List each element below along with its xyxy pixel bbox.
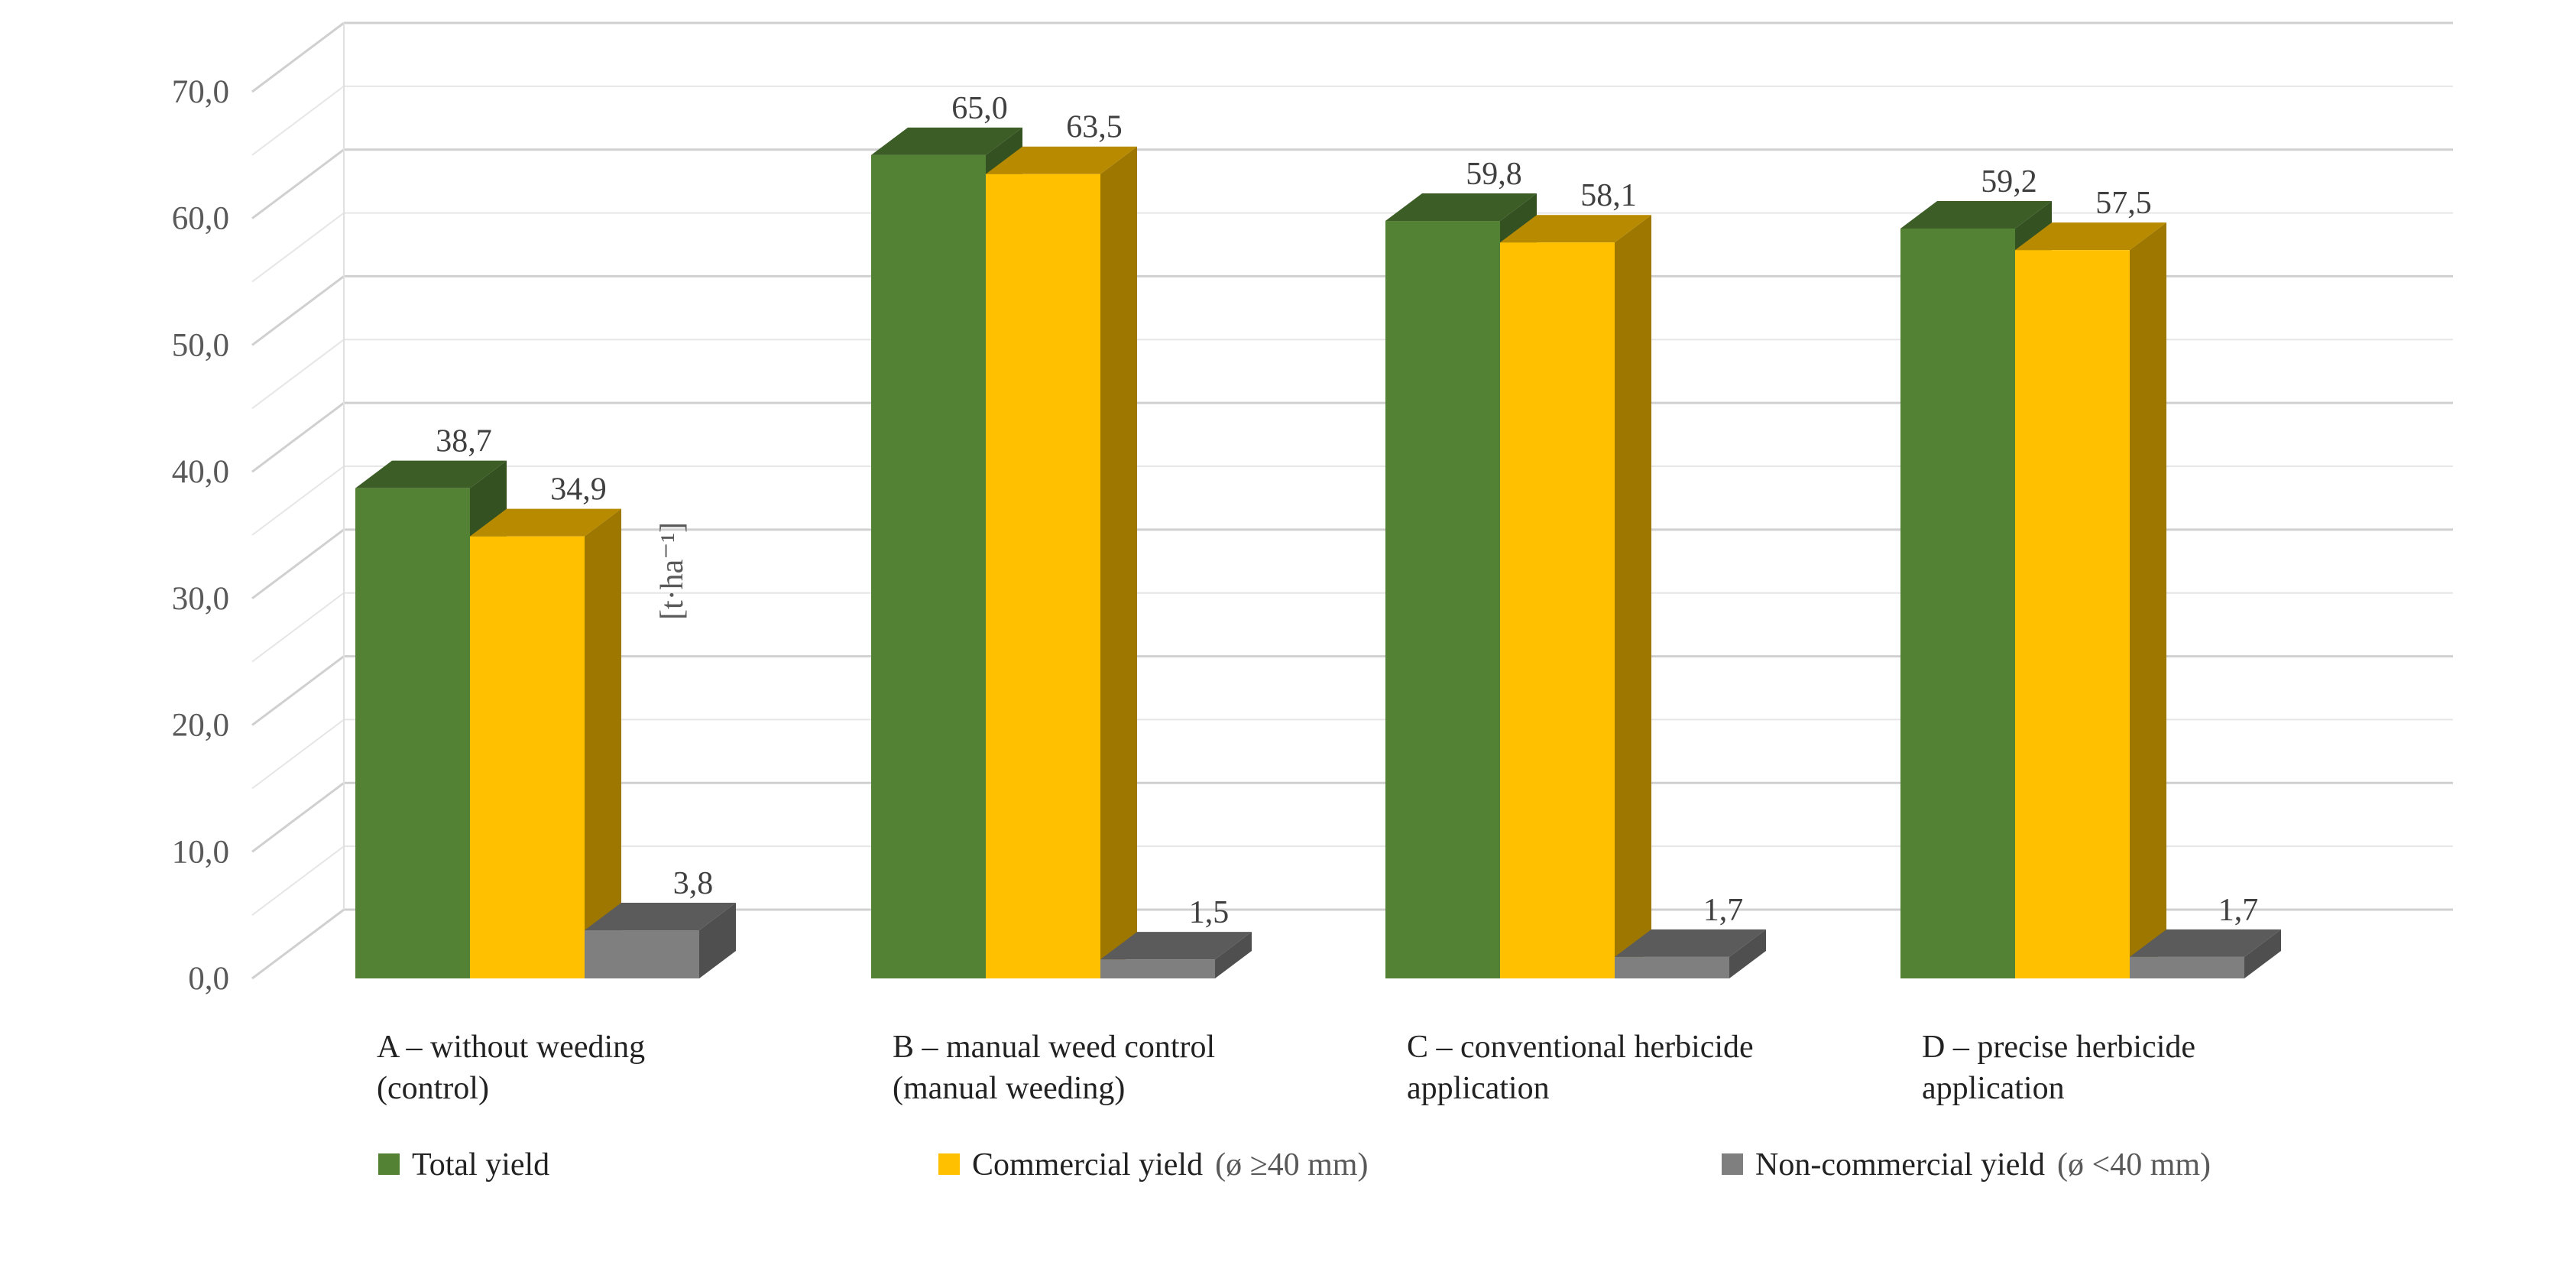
data-label: 34,9 — [550, 472, 607, 508]
legend-swatch — [378, 1153, 400, 1175]
bar-side — [1100, 146, 1137, 979]
gridline-side — [251, 21, 345, 93]
gridline-side — [251, 845, 345, 916]
category-label: D – precise herbicide application — [1922, 1030, 2195, 1106]
bar-total-yield-0 — [355, 488, 470, 978]
data-labels: 38,7 65,0 59,8 59,2 34,9 63,5 58,1 57,5 3,8 1,5 1,… — [436, 91, 2258, 930]
bar-commercial-yield-1 — [986, 174, 1100, 979]
bar-top — [1100, 932, 1252, 960]
gridline-side — [251, 275, 345, 346]
gridline-side — [251, 528, 345, 600]
data-label: 3,8 — [673, 866, 714, 901]
y-axis-ticks: 0,0 10,0 20,0 30,0 40,0 50,0 60,0 70,0 — [172, 74, 229, 997]
bars — [355, 127, 2281, 979]
legend-swatch — [1722, 1153, 1743, 1175]
bar-commercial-yield-3 — [2015, 250, 2130, 979]
bar-top — [355, 460, 507, 488]
y-tick-label: 0,0 — [188, 961, 229, 997]
bar-non-commercial-yield-1 — [1100, 959, 1215, 978]
gridline-side — [251, 908, 345, 980]
data-label: 58,1 — [1580, 178, 1637, 213]
bar-side — [699, 903, 736, 978]
data-label: 63,5 — [1066, 110, 1123, 145]
gridline-side — [251, 148, 345, 219]
bar-total-yield-3 — [1900, 228, 2015, 978]
category-label: A – without weeding (control) — [377, 1030, 645, 1106]
legend-note: (ø <40 mm) — [2057, 1147, 2211, 1183]
category-label-line: B – manual weed control — [893, 1030, 1215, 1065]
data-label: 38,7 — [436, 424, 492, 459]
bar-side — [1215, 932, 1252, 978]
gridline-side — [251, 212, 345, 283]
gridline-side — [251, 466, 345, 536]
data-label: 59,8 — [1466, 157, 1522, 192]
y-axis-title: [t·ha⁻¹] — [655, 522, 690, 620]
bar-side — [2244, 929, 2281, 978]
bar-top — [585, 903, 736, 931]
bar-commercial-yield-0 — [470, 536, 585, 978]
y-tick-label: 70,0 — [172, 74, 229, 110]
gridline-side — [251, 782, 345, 853]
data-label: 1,5 — [1189, 895, 1230, 930]
category-label: C – conventional herbicide application — [1407, 1030, 1754, 1106]
bar-side — [2130, 222, 2166, 979]
data-label: 59,2 — [1981, 164, 2037, 200]
y-tick-label: 20,0 — [172, 708, 229, 744]
bar-top — [986, 146, 1137, 174]
gridline-side — [251, 719, 345, 790]
bar-total-yield-2 — [1385, 221, 1500, 978]
bar-top — [1385, 193, 1537, 222]
gridline-side — [251, 339, 345, 410]
y-tick-label: 50,0 — [172, 327, 229, 363]
y-tick-label: 30,0 — [172, 581, 229, 617]
data-label: 65,0 — [951, 91, 1008, 126]
legend-label: Total yield — [412, 1147, 549, 1183]
bar-top — [871, 127, 1022, 155]
category-label-line: C – conventional herbicide — [1407, 1030, 1754, 1065]
category-label-line: (manual weeding) — [893, 1071, 1125, 1106]
bar-non-commercial-yield-0 — [585, 930, 699, 978]
category-label: B – manual weed control (manual weeding) — [893, 1030, 1215, 1106]
category-label-line: (control) — [377, 1071, 489, 1106]
y-tick-label: 40,0 — [172, 454, 229, 490]
legend-label: Non-commercial yield — [1755, 1147, 2045, 1183]
gridline-side — [251, 592, 345, 663]
bar-non-commercial-yield-3 — [2130, 956, 2244, 978]
gridline-side — [251, 655, 345, 726]
data-label: 1,7 — [1703, 893, 1744, 928]
bar-top — [1500, 215, 1651, 243]
legend-label: Commercial yield — [972, 1147, 1203, 1183]
bar-side — [1615, 215, 1651, 978]
legend-note: (ø ≥40 mm) — [1215, 1147, 1368, 1183]
data-label: 57,5 — [2095, 186, 2152, 221]
data-label: 1,7 — [2218, 893, 2259, 928]
category-labels: A – without weeding (control) B – manual w… — [377, 1030, 2195, 1106]
legend: Total yield Commercial yield (ø ≥40 mm) Non… — [378, 1147, 2211, 1183]
bar-top — [2130, 929, 2281, 957]
gridline-side — [251, 401, 345, 473]
y-tick-label: 60,0 — [172, 201, 229, 237]
bar-commercial-yield-2 — [1500, 242, 1615, 978]
gridline-side — [251, 86, 345, 156]
category-label-line: application — [1922, 1071, 2065, 1106]
bar-top — [2015, 222, 2166, 251]
bar-top — [1900, 200, 2052, 229]
bar-total-yield-1 — [871, 154, 986, 978]
category-label-line: A – without weeding — [377, 1030, 645, 1065]
bar-top — [470, 508, 621, 537]
bar-side — [1729, 929, 1766, 978]
bar-top — [1615, 929, 1766, 957]
category-label-line: application — [1407, 1071, 1550, 1106]
bar-side — [585, 508, 621, 978]
y-tick-label: 10,0 — [172, 834, 229, 870]
bar-non-commercial-yield-2 — [1615, 956, 1729, 978]
legend-swatch — [938, 1153, 960, 1175]
category-label-line: D – precise herbicide — [1922, 1030, 2195, 1065]
